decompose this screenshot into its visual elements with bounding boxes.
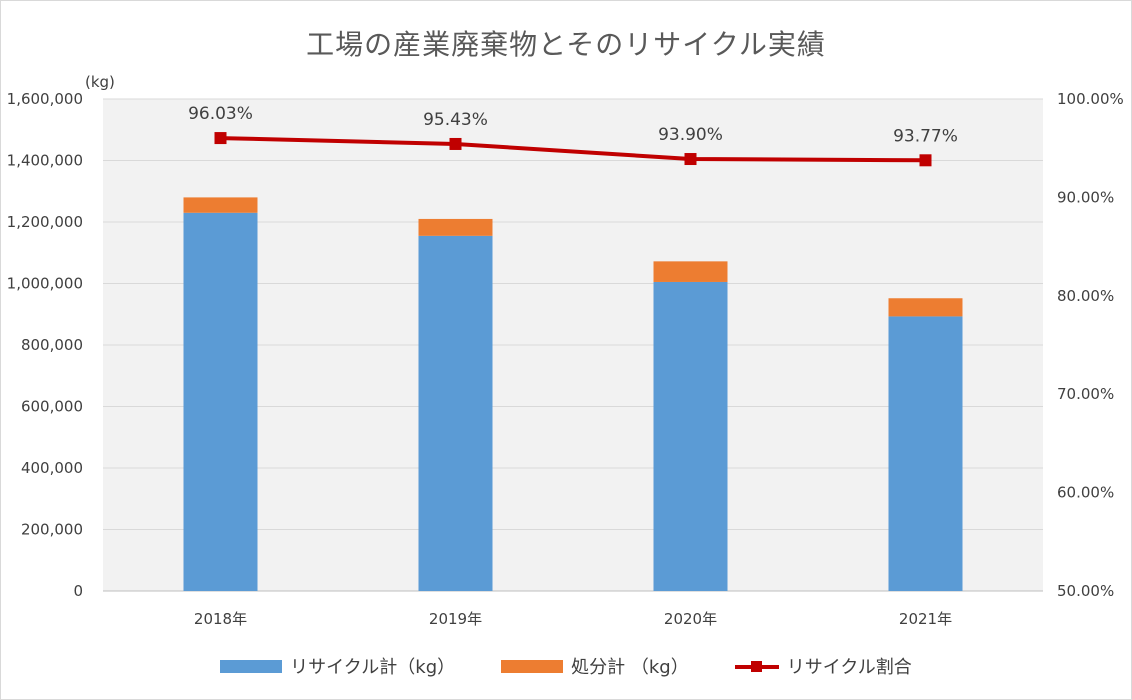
x-tick-label: 2020年: [664, 610, 717, 628]
legend-item-ratio: リサイクル割合: [734, 653, 912, 679]
bar-recycle: [418, 235, 493, 591]
y2-tick-label: 70.00%: [1057, 385, 1114, 403]
ratio-marker: [214, 132, 227, 145]
legend-swatch-recycle: [220, 659, 283, 673]
y-tick-label: 800,000: [21, 336, 83, 354]
y-tick-label: 600,000: [21, 398, 83, 416]
legend-label-recycle: リサイクル計（kg）: [290, 657, 456, 678]
y2-tick-label: 90.00%: [1057, 188, 1114, 206]
y-tick-label: 200,000: [21, 521, 83, 539]
y-axis-unit-label: (kg): [85, 73, 115, 91]
legend-swatch-disposal: [501, 659, 564, 673]
legend: リサイクル計（kg） 処分計 （kg） リサイクル割合: [1, 653, 1131, 679]
y2-tick-label: 50.00%: [1057, 582, 1114, 600]
legend-item-recycle: リサイクル計（kg）: [220, 653, 455, 679]
x-tick-label: 2018年: [194, 610, 247, 628]
bar-recycle: [183, 212, 258, 591]
ratio-marker: [684, 153, 697, 166]
chart-title: 工場の産業廃棄物とそのリサイクル実績: [306, 28, 826, 61]
ratio-data-label: 93.77%: [893, 126, 958, 146]
bar-disposal: [183, 197, 258, 213]
bar-recycle: [888, 316, 963, 591]
x-tick-label: 2019年: [429, 610, 482, 628]
bar-disposal: [653, 261, 728, 282]
y-tick-label: 1,000,000: [7, 275, 83, 293]
ratio-data-label: 93.90%: [658, 125, 723, 145]
bar-recycle: [653, 281, 728, 591]
legend-swatch-ratio: [734, 660, 779, 673]
y2-tick-label: 80.00%: [1057, 287, 1114, 305]
y-tick-label: 1,200,000: [7, 213, 83, 231]
x-tick-label: 2021年: [899, 610, 952, 628]
ratio-line: [220, 136, 926, 163]
y2-tick-label: 100.00%: [1057, 90, 1124, 108]
ratio-data-label: 96.03%: [188, 104, 253, 124]
legend-label-disposal: 処分計 （kg）: [571, 657, 689, 678]
y2-tick-label: 60.00%: [1057, 484, 1114, 502]
legend-label-ratio: リサイクル割合: [786, 657, 912, 678]
y-tick-label: 400,000: [21, 459, 83, 477]
ratio-marker: [919, 154, 932, 167]
legend-item-disposal: 処分計 （kg）: [501, 653, 689, 679]
y-tick-label: 1,600,000: [7, 90, 83, 108]
bar-disposal: [888, 298, 963, 317]
y-tick-label: 1,400,000: [7, 152, 83, 170]
bar-disposal: [418, 218, 493, 236]
ratio-data-label: 95.43%: [423, 110, 488, 130]
y-tick-label: 0: [73, 582, 83, 600]
ratio-marker: [449, 137, 462, 150]
